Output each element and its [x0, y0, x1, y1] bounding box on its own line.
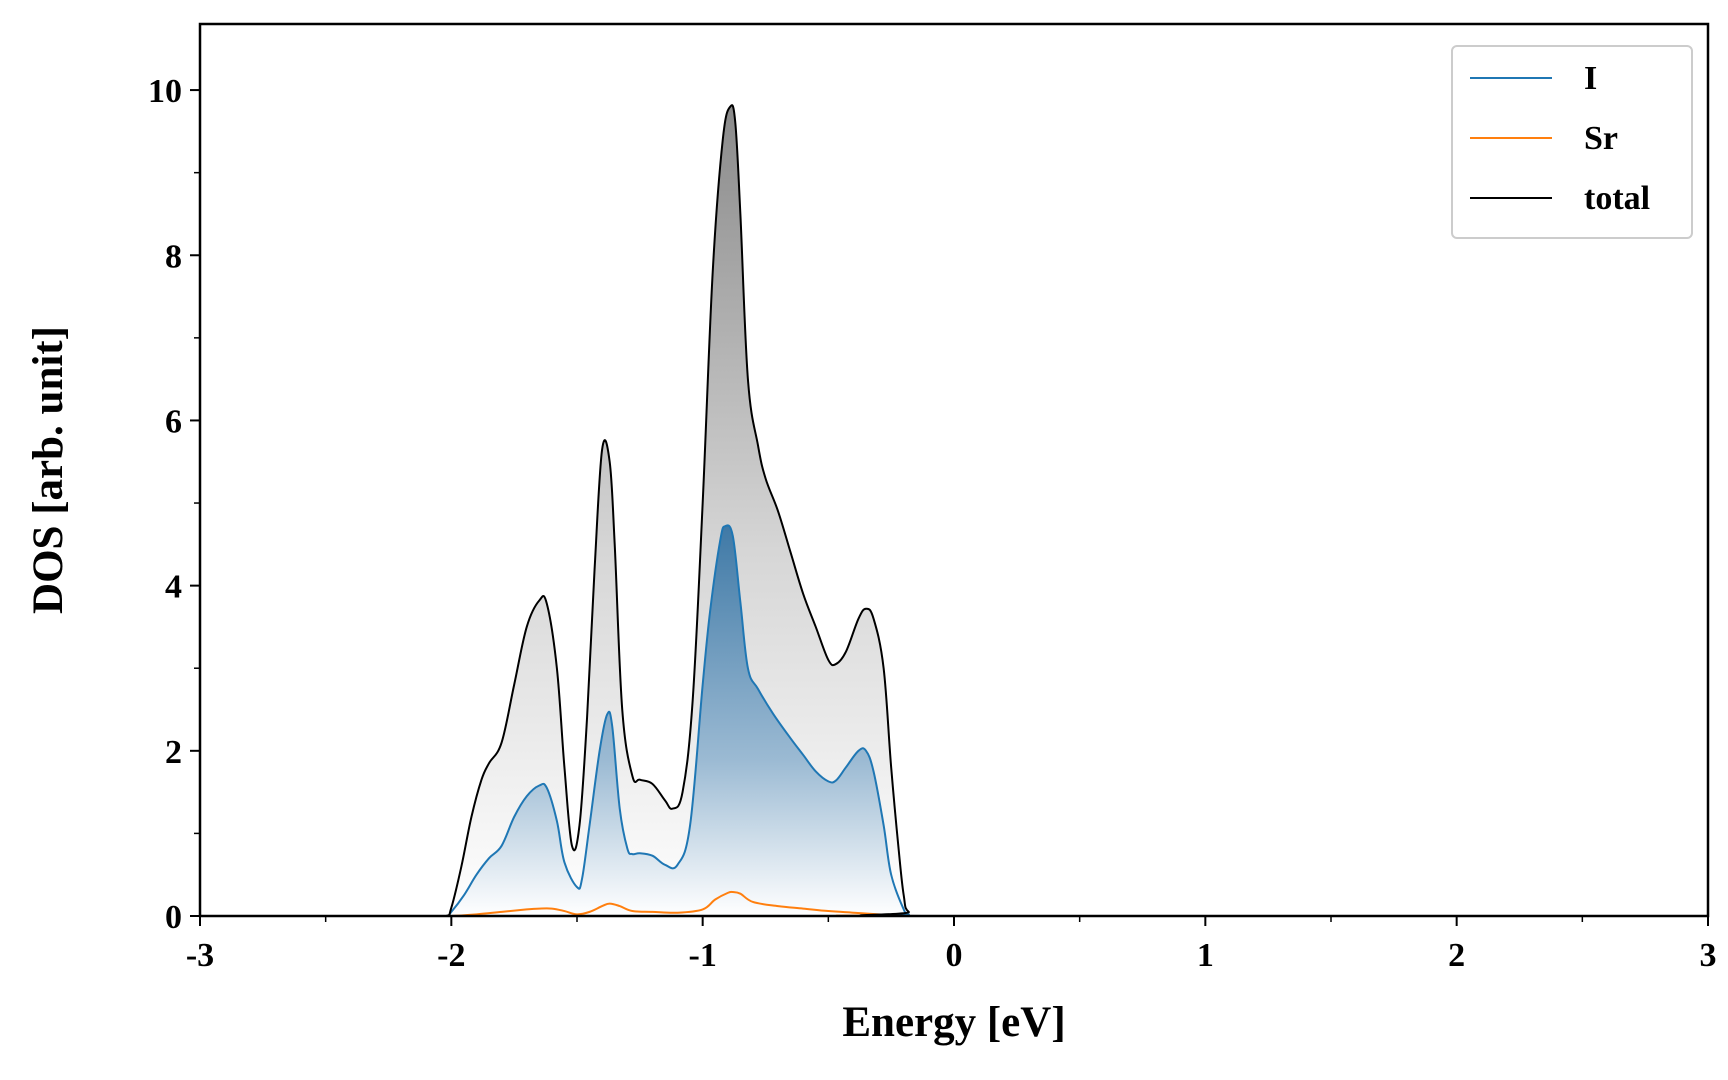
- y-tick-label: 0: [165, 899, 182, 936]
- y-tick-label: 10: [148, 73, 182, 110]
- series-line-i: [426, 524, 1708, 916]
- y-tick-label: 8: [165, 238, 182, 275]
- x-axis-label: Energy [eV]: [842, 999, 1065, 1046]
- y-tick-label: 4: [165, 569, 182, 606]
- x-tick-label: -2: [437, 937, 465, 974]
- x-tick-label: 0: [946, 937, 963, 974]
- x-tick-label: -3: [186, 937, 214, 974]
- y-axis-label: DOS [arb. unit]: [25, 326, 72, 614]
- x-tick-label: 2: [1448, 937, 1465, 974]
- legend-label-total: total: [1584, 180, 1650, 217]
- x-tick-label: -1: [689, 937, 717, 974]
- y-tick-label: 2: [165, 734, 182, 771]
- x-tick-label: 3: [1700, 937, 1717, 974]
- x-tick-label: 1: [1197, 937, 1214, 974]
- legend-label-sr: Sr: [1584, 120, 1618, 157]
- area-fill-i: [426, 525, 1708, 916]
- series-line-total: [426, 104, 1708, 916]
- y-tick-label: 6: [165, 403, 182, 440]
- legend-label-i: I: [1584, 60, 1597, 97]
- legend-box: [1451, 45, 1693, 239]
